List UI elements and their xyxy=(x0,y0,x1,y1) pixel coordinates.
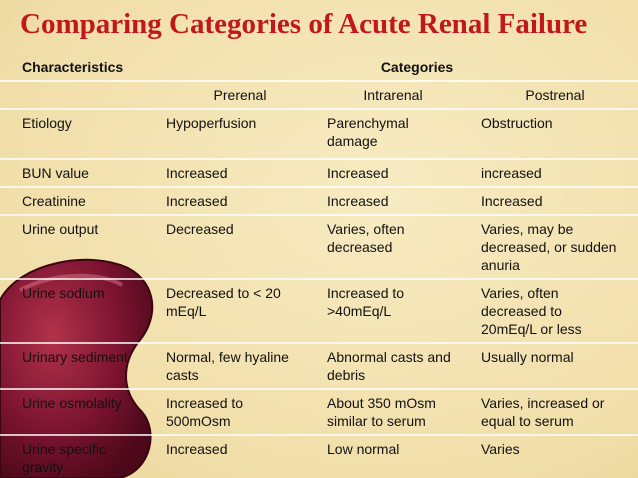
table-cell: Increased xyxy=(166,440,327,476)
table-cell: Varies, may be decreased, or sudden anur… xyxy=(481,220,631,274)
subheader-cell: Intrarenal xyxy=(363,87,423,103)
cell-text: Varies, may be decreased, or sudden anur… xyxy=(481,221,617,273)
cell-text: Varies xyxy=(481,441,520,457)
title: Comparing Categories of Acute Renal Fail… xyxy=(20,8,588,40)
cell-text: BUN value xyxy=(22,165,89,181)
subheader-cell: Postrenal xyxy=(525,87,585,103)
table-cell: Increased xyxy=(166,192,327,210)
table-cell: Urine osmolality xyxy=(0,394,166,430)
cell-text: Increased xyxy=(166,441,228,457)
table-row: Urine sodium Decreased to < 20 mEq/L Incre… xyxy=(0,280,638,344)
table-cell: Decreased to < 20 mEq/L xyxy=(166,284,327,338)
table-row: Urinary sediment Normal, few hyaline cast… xyxy=(0,344,638,390)
table-cell: Abnormal casts and debris xyxy=(327,348,481,384)
cell-text: Obstruction xyxy=(481,115,553,131)
table-cell: Increased xyxy=(327,164,481,182)
cell-text: About 350 mOsm similar to serum xyxy=(327,395,436,429)
cell-text: Urine sodium xyxy=(22,285,105,301)
cell-text: Etiology xyxy=(22,115,72,131)
table-cell: Increased xyxy=(166,164,327,182)
cell-text: Decreased to < 20 mEq/L xyxy=(166,285,281,319)
cell-text: Increased xyxy=(327,193,389,209)
table-cell: Urinary sediment xyxy=(0,348,166,384)
table-cell: Obstruction xyxy=(481,114,631,150)
cell-text: Usually normal xyxy=(481,349,574,365)
table-cell: Decreased xyxy=(166,220,327,274)
table-cell: Creatinine xyxy=(0,192,166,210)
table-row: BUN value Increased Increased increased xyxy=(0,160,638,188)
subheader-cell: Prerenal xyxy=(213,87,267,103)
table-cell: increased xyxy=(481,164,631,182)
table-cell: Normal, few hyaline casts xyxy=(166,348,327,384)
cell-text: Varies, increased or equal to serum xyxy=(481,395,605,429)
cell-text: Urinary sediment xyxy=(22,349,128,365)
table-cell: Varies, often decreased to 20mEq/L or le… xyxy=(481,284,631,338)
table-cell: Usually normal xyxy=(481,348,631,384)
cell-text: Varies, often decreased to 20mEq/L or le… xyxy=(481,285,582,337)
table: Characteristics Categories Prerenal Intr… xyxy=(0,54,638,478)
cell-text: Normal, few hyaline casts xyxy=(166,349,289,383)
table-cell: Urine sodium xyxy=(0,284,166,338)
cell-text: Increased xyxy=(327,165,389,181)
table-cell: Increased xyxy=(481,192,631,210)
table-cell: About 350 mOsm similar to serum xyxy=(327,394,481,430)
table-row: Urine specific gravity Increased Low norma… xyxy=(0,436,638,478)
cell-text: Increased to >40mEq/L xyxy=(327,285,405,319)
table-cell: Varies xyxy=(481,440,631,476)
table-cell: Increased to 500mOsm xyxy=(166,394,327,430)
table-cell: Hypoperfusion xyxy=(166,114,327,150)
cell-text: Urine specific gravity xyxy=(22,441,107,475)
cell-text: Increased to 500mOsm xyxy=(166,395,244,429)
header-cell: Categories xyxy=(380,59,454,75)
table-cell: Parenchymal damage xyxy=(327,114,481,150)
cell-text: Increased xyxy=(166,193,228,209)
table-row: Urine osmolality Increased to 500mOsm Abou… xyxy=(0,390,638,436)
cell-text: Urine output xyxy=(22,221,99,237)
header-row: Characteristics Categories xyxy=(0,54,638,82)
cell-text: Decreased xyxy=(166,221,234,237)
header-cell: Characteristics xyxy=(22,59,124,75)
table-cell: Urine output xyxy=(0,220,166,274)
cell-text: Creatinine xyxy=(22,193,86,209)
cell-text: Parenchymal damage xyxy=(327,115,409,149)
table-cell: Varies, increased or equal to serum xyxy=(481,394,631,430)
table-cell: Increased xyxy=(327,192,481,210)
cell-text: increased xyxy=(481,165,542,181)
cell-text: Low normal xyxy=(327,441,400,457)
subheader-row: Prerenal Intrarenal Postrenal xyxy=(0,82,638,110)
cell-text: Hypoperfusion xyxy=(166,115,257,131)
table-cell: Increased to >40mEq/L xyxy=(327,284,481,338)
cell-text: Varies, often decreased xyxy=(327,221,405,255)
table-row: Creatinine Increased Increased Increased xyxy=(0,188,638,216)
table-cell: Low normal xyxy=(327,440,481,476)
table-row: Urine output Decreased Varies, often decre… xyxy=(0,216,638,280)
cell-text: Urine osmolality xyxy=(22,395,122,411)
cell-text: Increased xyxy=(481,193,543,209)
table-cell: Urine specific gravity xyxy=(0,440,166,476)
cell-text: Abnormal casts and debris xyxy=(327,349,451,383)
table-row: Etiology Hypoperfusion Parenchymal damage O… xyxy=(0,110,638,160)
table-cell: Varies, often decreased xyxy=(327,220,481,274)
cell-text: Increased xyxy=(166,165,228,181)
table-cell: Etiology xyxy=(0,114,166,150)
table-cell: BUN value xyxy=(0,164,166,182)
